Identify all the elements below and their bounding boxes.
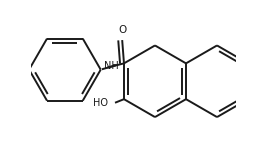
Text: O: O	[118, 25, 126, 35]
Text: HO: HO	[93, 98, 108, 108]
Text: NH: NH	[104, 61, 119, 72]
